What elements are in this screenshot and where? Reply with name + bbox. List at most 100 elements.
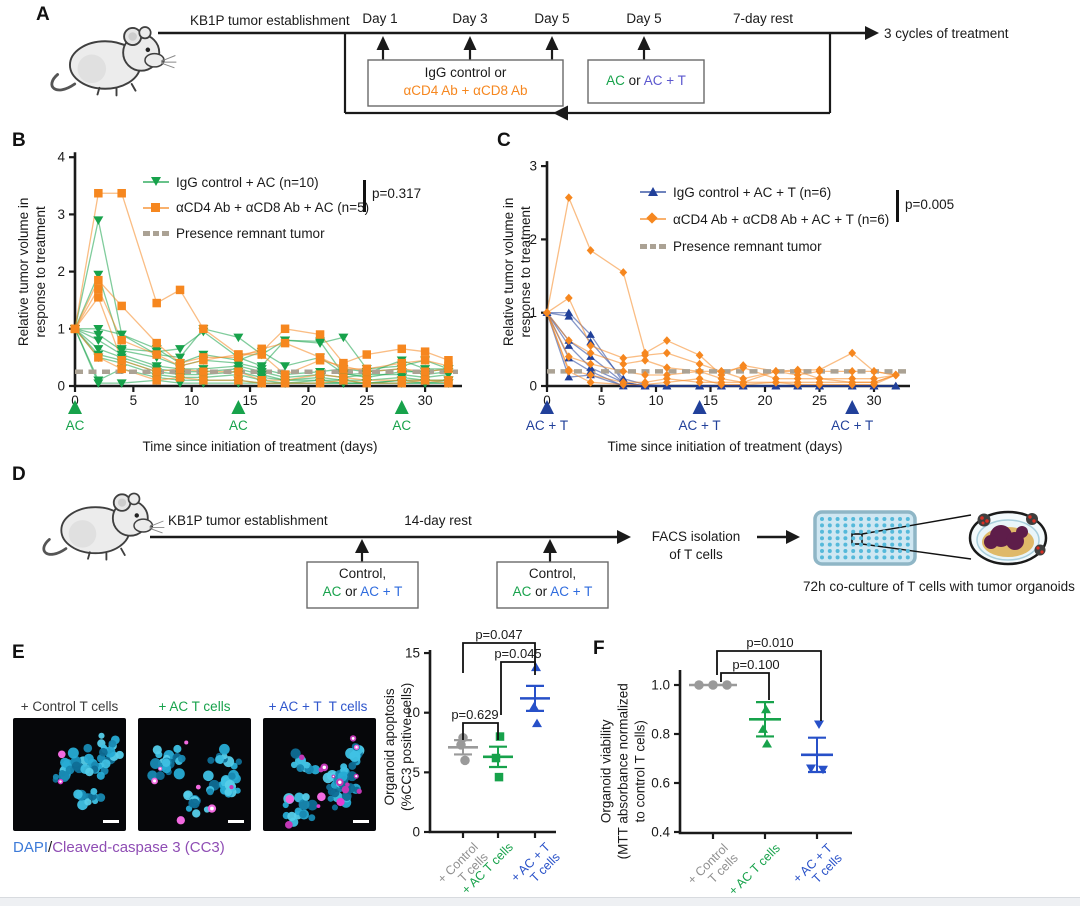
data-point	[280, 324, 290, 334]
data-point	[564, 367, 573, 376]
data-point	[529, 701, 539, 711]
data-point	[564, 308, 574, 316]
panel-e-label: E	[12, 642, 25, 663]
data-point	[117, 188, 126, 198]
svg-text:5: 5	[130, 393, 138, 408]
svg-text:10: 10	[405, 705, 420, 720]
data-point	[315, 378, 325, 388]
tumor-establishment-label-d: KB1P tumor establishment	[168, 513, 328, 528]
dashed-line-icon	[640, 240, 667, 252]
data-point	[870, 380, 878, 389]
data-point	[695, 374, 704, 383]
ac-t-text: AC + T	[643, 73, 686, 88]
data-point	[117, 335, 126, 345]
p-value-label: p=0.045	[494, 646, 542, 661]
data-point	[739, 380, 748, 389]
dashed-line-icon	[143, 227, 170, 239]
data-point	[93, 345, 104, 354]
treatment-box-1-line2: AC or AC + T	[307, 583, 418, 601]
series-marker-icon	[640, 212, 666, 225]
data-point	[420, 356, 430, 365]
ac-text: AC	[606, 73, 625, 88]
day-label: Day 1	[362, 11, 398, 26]
legend-label: IgG control + AC (n=10)	[176, 174, 319, 190]
data-point	[586, 246, 595, 255]
svg-text:0.8: 0.8	[651, 727, 670, 742]
micro-caption-ac: + AC T cells	[158, 699, 231, 714]
data-point	[234, 376, 243, 385]
p-value-label: p=0.047	[475, 627, 523, 642]
chart-c-plot: 0123051015202530	[529, 159, 910, 414]
data-point	[175, 345, 186, 354]
treatment-box-1	[306, 561, 419, 609]
data-point	[586, 359, 595, 369]
data-point	[199, 367, 208, 376]
data-point	[456, 740, 466, 750]
legend-entry: αCD4 Ab + αCD8 Ab + AC + T (n=6)	[640, 209, 889, 229]
data-point	[199, 376, 208, 385]
ac-text: AC	[322, 584, 342, 599]
svg-text:30: 30	[866, 393, 881, 408]
treatment-arrow-icon	[231, 400, 246, 414]
chemo-box-text: AC or AC + T	[588, 72, 704, 90]
svg-text:0: 0	[57, 379, 65, 394]
data-point	[152, 376, 161, 385]
legend-label: Presence remnant tumor	[673, 238, 822, 254]
timeline-d-arrowhead-icon	[617, 530, 631, 544]
x-axis-title: Time since initiation of treatment (days…	[142, 439, 378, 454]
coculture-label: 72h co-culture of T cells with tumor org…	[803, 579, 1075, 594]
data-point	[315, 370, 325, 379]
svg-text:1: 1	[57, 321, 65, 336]
data-point	[564, 193, 573, 202]
data-point	[564, 352, 573, 361]
svg-text:3: 3	[57, 207, 65, 222]
data-point	[94, 275, 103, 285]
svg-text:0.4: 0.4	[651, 825, 670, 840]
data-point	[531, 662, 541, 672]
data-point	[117, 301, 126, 311]
legend-label: αCD4 Ab + αCD8 Ab + AC (n=5)	[176, 200, 370, 215]
data-point	[564, 341, 574, 349]
data-point	[848, 348, 857, 358]
data-point	[619, 367, 628, 376]
or-text: or	[624, 73, 644, 88]
panel-d-label: D	[12, 464, 26, 485]
panel-f-label: F	[593, 638, 605, 659]
svg-text:20: 20	[757, 393, 772, 408]
data-point	[619, 359, 628, 369]
treatment-box-2	[496, 561, 609, 609]
data-point	[532, 718, 542, 728]
data-point	[70, 324, 80, 334]
organoid-dish-icon	[968, 510, 1048, 566]
panel-b-label: B	[12, 130, 26, 151]
data-point	[891, 381, 901, 390]
data-point	[257, 344, 266, 354]
data-point	[564, 293, 573, 303]
data-point	[397, 344, 407, 354]
data-point	[848, 380, 857, 389]
legend-entry: Presence remnant tumor	[143, 223, 325, 243]
data-point	[420, 367, 430, 376]
cc3-label: Cleaved-caspase 3 (CC3)	[52, 839, 225, 856]
data-point	[397, 378, 407, 388]
data-point	[717, 380, 726, 389]
data-point	[362, 378, 371, 388]
data-point	[494, 772, 504, 782]
data-point	[315, 337, 326, 347]
data-point	[315, 356, 325, 365]
legend-entry: Presence remnant tumor	[640, 236, 822, 256]
data-point	[175, 364, 185, 374]
window-bottom-strip	[0, 897, 1080, 906]
data-point	[641, 350, 649, 360]
data-point	[117, 356, 126, 365]
data-point	[815, 367, 824, 376]
y-axis-title: Organoid viability (MTT absorbance norma…	[598, 683, 648, 860]
antibody-box-line2: αCD4 Ab + αCD8 Ab	[403, 83, 528, 98]
svg-text:4: 4	[57, 150, 65, 165]
svg-text:30: 30	[418, 393, 433, 408]
data-point	[397, 364, 407, 374]
p-value-label: p=0.100	[732, 657, 780, 672]
treatment-arrow-icon	[394, 400, 409, 414]
facs-arrowhead-icon	[786, 530, 800, 544]
